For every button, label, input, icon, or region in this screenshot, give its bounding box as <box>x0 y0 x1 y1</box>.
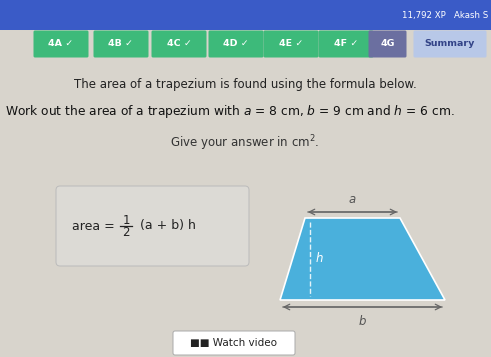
Text: 4G: 4G <box>380 40 395 49</box>
FancyBboxPatch shape <box>319 30 374 57</box>
FancyBboxPatch shape <box>152 30 207 57</box>
Text: Summary: Summary <box>425 40 475 49</box>
Text: 4E ✓: 4E ✓ <box>279 40 303 49</box>
FancyBboxPatch shape <box>56 186 249 266</box>
Text: 4A ✓: 4A ✓ <box>49 40 74 49</box>
Text: b: b <box>359 315 366 328</box>
Text: 4B ✓: 4B ✓ <box>109 40 134 49</box>
Text: Give your answer in cm$^2$.: Give your answer in cm$^2$. <box>170 133 320 152</box>
Text: (a + b) h: (a + b) h <box>136 220 196 232</box>
Text: 1: 1 <box>122 214 130 227</box>
Text: 4F ✓: 4F ✓ <box>334 40 358 49</box>
FancyBboxPatch shape <box>0 0 491 30</box>
Polygon shape <box>280 218 445 300</box>
Text: The area of a trapezium is found using the formula below.: The area of a trapezium is found using t… <box>74 78 416 91</box>
FancyBboxPatch shape <box>369 30 407 57</box>
Text: a: a <box>349 193 356 206</box>
Text: 2: 2 <box>122 226 130 238</box>
FancyBboxPatch shape <box>264 30 319 57</box>
Text: ■■ Watch video: ■■ Watch video <box>191 338 277 348</box>
Text: Work out the area of a trapezium with $a$ = 8 cm, $b$ = 9 cm and $h$ = 6 cm.: Work out the area of a trapezium with $a… <box>5 103 455 120</box>
Text: h: h <box>316 252 324 266</box>
Text: 4C ✓: 4C ✓ <box>166 40 191 49</box>
Text: 4D ✓: 4D ✓ <box>223 40 249 49</box>
FancyBboxPatch shape <box>93 30 148 57</box>
FancyBboxPatch shape <box>413 30 487 57</box>
Text: 11,792 XP   Akash S: 11,792 XP Akash S <box>402 11 488 20</box>
FancyBboxPatch shape <box>173 331 295 355</box>
Text: area =: area = <box>72 220 119 232</box>
FancyBboxPatch shape <box>33 30 88 57</box>
FancyBboxPatch shape <box>209 30 264 57</box>
